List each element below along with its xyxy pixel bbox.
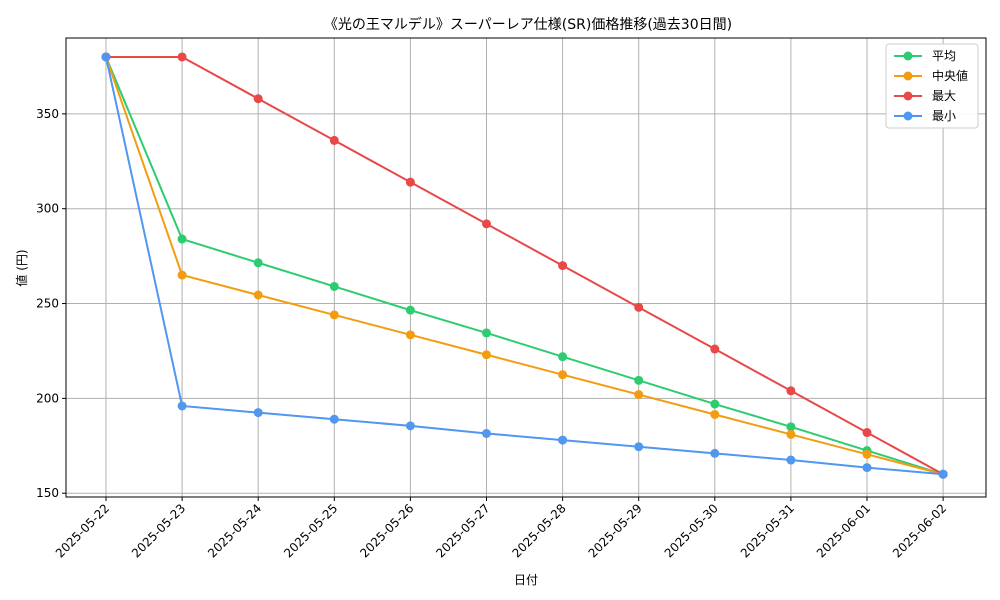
data-point [405,305,415,315]
data-point [177,401,187,411]
data-point [710,344,720,354]
y-tick-label: 300 [36,202,59,216]
data-point [558,352,568,362]
x-tick-label: 2025-05-25 [281,501,340,560]
legend-label: 最小 [932,109,956,123]
data-point [253,258,263,268]
legend-marker [903,111,913,121]
data-point [634,302,644,312]
data-point [405,421,415,431]
x-tick-label: 2025-05-30 [662,501,721,560]
x-tick-label: 2025-05-26 [357,501,416,560]
data-point [862,428,872,438]
data-point [938,469,948,479]
data-point [405,330,415,340]
data-point [482,328,491,338]
legend-label: 中央値 [932,68,968,83]
y-tick-label: 350 [36,107,59,121]
data-point [253,408,263,418]
data-point [253,290,263,300]
series-line-1 [105,56,944,476]
data-point [634,375,644,385]
chart-title: 《光の王マルデル》スーパーレア仕様(SR)価格推移(過去30日間) [324,16,732,33]
x-tick-label: 2025-06-02 [890,501,949,560]
data-point [786,386,796,396]
data-point [405,177,415,187]
plot-frame [65,37,987,498]
x-tick-label: 2025-05-27 [433,501,492,560]
data-point [710,409,720,419]
legend-marker [903,91,913,101]
data-point [482,219,491,229]
data-point [786,455,796,465]
data-point [634,442,644,452]
y-tick-label: 250 [36,297,59,311]
x-axis-label: 日付 [514,573,538,587]
data-point [558,435,568,445]
data-point [329,310,339,320]
legend-marker [903,71,913,81]
data-point [634,390,644,400]
data-point [482,350,491,360]
data-point [329,135,339,145]
y-axis-label: 値 (円) [14,249,29,286]
data-point [558,261,568,271]
x-tick-label: 2025-05-28 [510,501,569,560]
series-line-2 [106,55,944,476]
x-tick-label: 2025-05-24 [205,501,264,560]
axes: 2025-05-22 2025-05-23 2025-05-24 2025-05-25… [36,107,949,561]
data-point [177,52,187,62]
data-point [558,370,568,380]
data-point [101,52,111,62]
series-line-3 [105,56,944,476]
y-tick-label: 150 [36,486,59,500]
data-point [862,449,872,459]
data-point [786,429,796,439]
data-point [177,270,187,280]
x-tick-label: 2025-06-01 [814,501,873,560]
data-point [329,414,339,424]
legend-label: 最大 [932,89,956,103]
x-tick-label: 2025-05-23 [129,501,188,560]
data-point [177,234,187,244]
data-point [253,94,263,104]
legend-marker [903,51,913,61]
data-point [482,428,491,438]
data-point [786,422,796,432]
legend-box [885,43,979,129]
grid [66,38,986,497]
legend-label: 平均 [932,49,956,63]
data-point [710,399,720,409]
data-point [710,448,720,458]
x-tick-label: 2025-05-31 [738,501,797,560]
series-layer [101,52,948,479]
y-tick-label: 200 [36,391,59,405]
data-point [329,281,339,291]
series-line-0 [105,56,944,476]
x-tick-label: 2025-05-29 [586,501,645,560]
data-point [862,463,872,473]
x-tick-label: 2025-05-22 [53,501,112,560]
